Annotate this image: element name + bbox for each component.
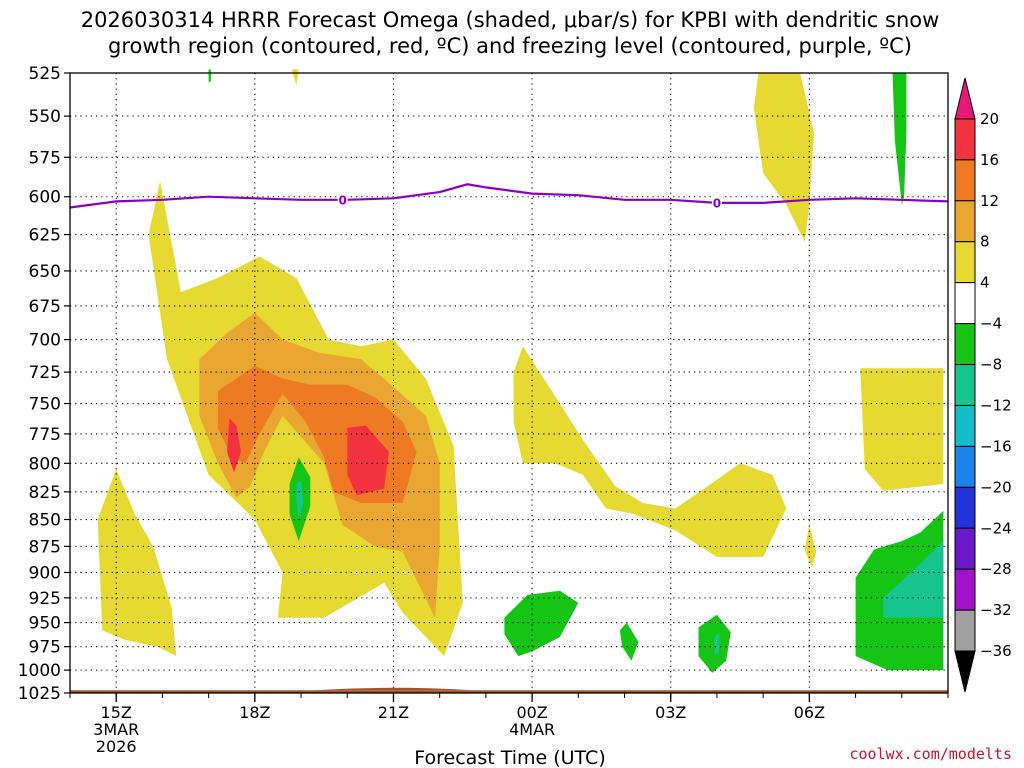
ground-strip bbox=[70, 690, 948, 693]
omega-region-17 bbox=[208, 69, 211, 82]
colorbar-swatch-10 bbox=[954, 486, 976, 529]
y-tick-label-13: 850 bbox=[29, 511, 61, 531]
colorbar-label-1: 16 bbox=[980, 151, 999, 169]
colorbar-label-3: 8 bbox=[980, 233, 990, 251]
y-tick-label-16: 925 bbox=[29, 589, 61, 609]
colorbar-label-2: 12 bbox=[980, 192, 999, 210]
y-tick-label-19: 1000 bbox=[18, 661, 61, 681]
omega-region-16 bbox=[892, 73, 907, 205]
colorbar-label-6: −8 bbox=[980, 356, 1002, 374]
ground-layer bbox=[70, 687, 948, 693]
colorbar-swatch-2 bbox=[954, 159, 976, 202]
omega-region-20 bbox=[714, 632, 720, 657]
omega-region-12 bbox=[504, 590, 579, 657]
x-tick-label-5: 06Z bbox=[794, 703, 825, 722]
colorbar-label-8: −16 bbox=[980, 437, 1012, 455]
y-axis-ticks: 525 550 575 600 625 650 675 700 725 750 775 800 825 8… bbox=[18, 64, 70, 704]
colorbar-swatch-3 bbox=[954, 200, 976, 243]
colorbar-swatch-8 bbox=[954, 404, 976, 447]
freezing-level-line bbox=[69, 183, 949, 209]
x-tick-date-0: 3MAR bbox=[93, 720, 139, 739]
colorbar-swatch-13 bbox=[954, 609, 976, 652]
omega-region-18 bbox=[296, 480, 304, 520]
y-tick-label-20: 1025 bbox=[18, 684, 61, 704]
y-tick-label-1: 550 bbox=[29, 107, 61, 127]
freezing-level-label-bg-1 bbox=[711, 195, 722, 209]
chart-title-line-2: growth region (contoured, red, ºC) and f… bbox=[108, 34, 912, 58]
x-tick-label-2: 21Z bbox=[378, 703, 409, 722]
y-tick-label-0: 525 bbox=[29, 64, 61, 84]
colorbar-swatch-1 bbox=[954, 118, 976, 161]
x-tick-date-3: 4MAR bbox=[509, 720, 555, 739]
omega-region-10 bbox=[347, 425, 389, 496]
y-tick-label-18: 975 bbox=[29, 638, 61, 658]
y-tick-label-9: 750 bbox=[29, 395, 61, 415]
x-tick-label-3: 00Z bbox=[516, 703, 547, 722]
colorbar-swatch-11 bbox=[954, 527, 976, 570]
omega-region-9 bbox=[227, 418, 241, 473]
colorbar-bottom-arrow bbox=[954, 650, 976, 693]
omega-region-2 bbox=[513, 346, 787, 557]
omega-region-4 bbox=[804, 524, 817, 568]
colorbar-swatch-12 bbox=[954, 568, 976, 611]
omega-region-13 bbox=[619, 622, 639, 661]
colorbar-label-0: 20 bbox=[980, 110, 999, 128]
colorbar-swatch-5 bbox=[954, 282, 976, 325]
freezing-level-label-0: 0 bbox=[338, 193, 346, 207]
colorbar-label-7: −12 bbox=[980, 396, 1012, 414]
colorbar-label-5: −4 bbox=[980, 315, 1002, 333]
x-tick-label-1: 18Z bbox=[239, 703, 270, 722]
y-tick-label-6: 675 bbox=[29, 297, 61, 317]
y-tick-label-17: 950 bbox=[29, 614, 61, 634]
y-tick-label-2: 575 bbox=[29, 148, 61, 168]
freezing-level-label-bg-0 bbox=[337, 192, 348, 206]
plot-frame bbox=[69, 72, 949, 694]
y-tick-label-14: 875 bbox=[29, 537, 61, 557]
y-tick-label-8: 725 bbox=[29, 363, 61, 383]
colorbar-label-13: −36 bbox=[980, 642, 1012, 660]
colorbar-swatch-6 bbox=[954, 323, 976, 366]
y-tick-label-10: 775 bbox=[29, 425, 61, 445]
x-tick-label-0: 15Z bbox=[101, 703, 132, 722]
colorbar-swatch-9 bbox=[954, 445, 976, 488]
x-axis-label: Forecast Time (UTC) bbox=[414, 747, 605, 768]
colorbar-label-4: 4 bbox=[980, 274, 990, 292]
colorbar-swatch-4 bbox=[954, 241, 976, 284]
colorbar: 20 16 12 8 4 −4 −8 −12 −16 −20 −24 −28 −32 −36 bbox=[954, 77, 1012, 693]
freezing-level-label-1: 0 bbox=[713, 196, 721, 210]
omega-shading-layer bbox=[97, 69, 944, 673]
y-tick-label-15: 900 bbox=[29, 563, 61, 583]
omega-region-1 bbox=[97, 469, 177, 657]
x-tick-label-4: 03Z bbox=[655, 703, 686, 722]
colorbar-label-10: −24 bbox=[980, 519, 1012, 537]
omega-region-3 bbox=[753, 73, 814, 242]
colorbar-label-9: −20 bbox=[980, 478, 1012, 496]
y-tick-label-12: 825 bbox=[29, 483, 61, 503]
x-tick-year-0: 2026 bbox=[96, 737, 137, 756]
colorbar-label-12: −32 bbox=[980, 601, 1012, 619]
omega-region-19 bbox=[883, 541, 944, 618]
y-tick-label-5: 650 bbox=[29, 262, 61, 282]
omega-region-5 bbox=[860, 368, 944, 491]
chart-title-line-1: 2026030314 HRRR Forecast Omega (shaded, … bbox=[81, 8, 940, 32]
colorbar-label-11: −28 bbox=[980, 560, 1012, 578]
y-tick-label-3: 600 bbox=[29, 188, 61, 208]
colorbar-top-arrow bbox=[954, 77, 976, 120]
y-tick-label-7: 700 bbox=[29, 331, 61, 351]
colorbar-swatch-7 bbox=[954, 364, 976, 406]
credit-link[interactable]: coolwx.com/modelts bbox=[849, 745, 1012, 763]
y-tick-label-11: 800 bbox=[29, 454, 61, 474]
ground-bump bbox=[314, 687, 473, 691]
y-tick-label-4: 625 bbox=[29, 226, 61, 246]
omega-region-6 bbox=[291, 69, 299, 86]
